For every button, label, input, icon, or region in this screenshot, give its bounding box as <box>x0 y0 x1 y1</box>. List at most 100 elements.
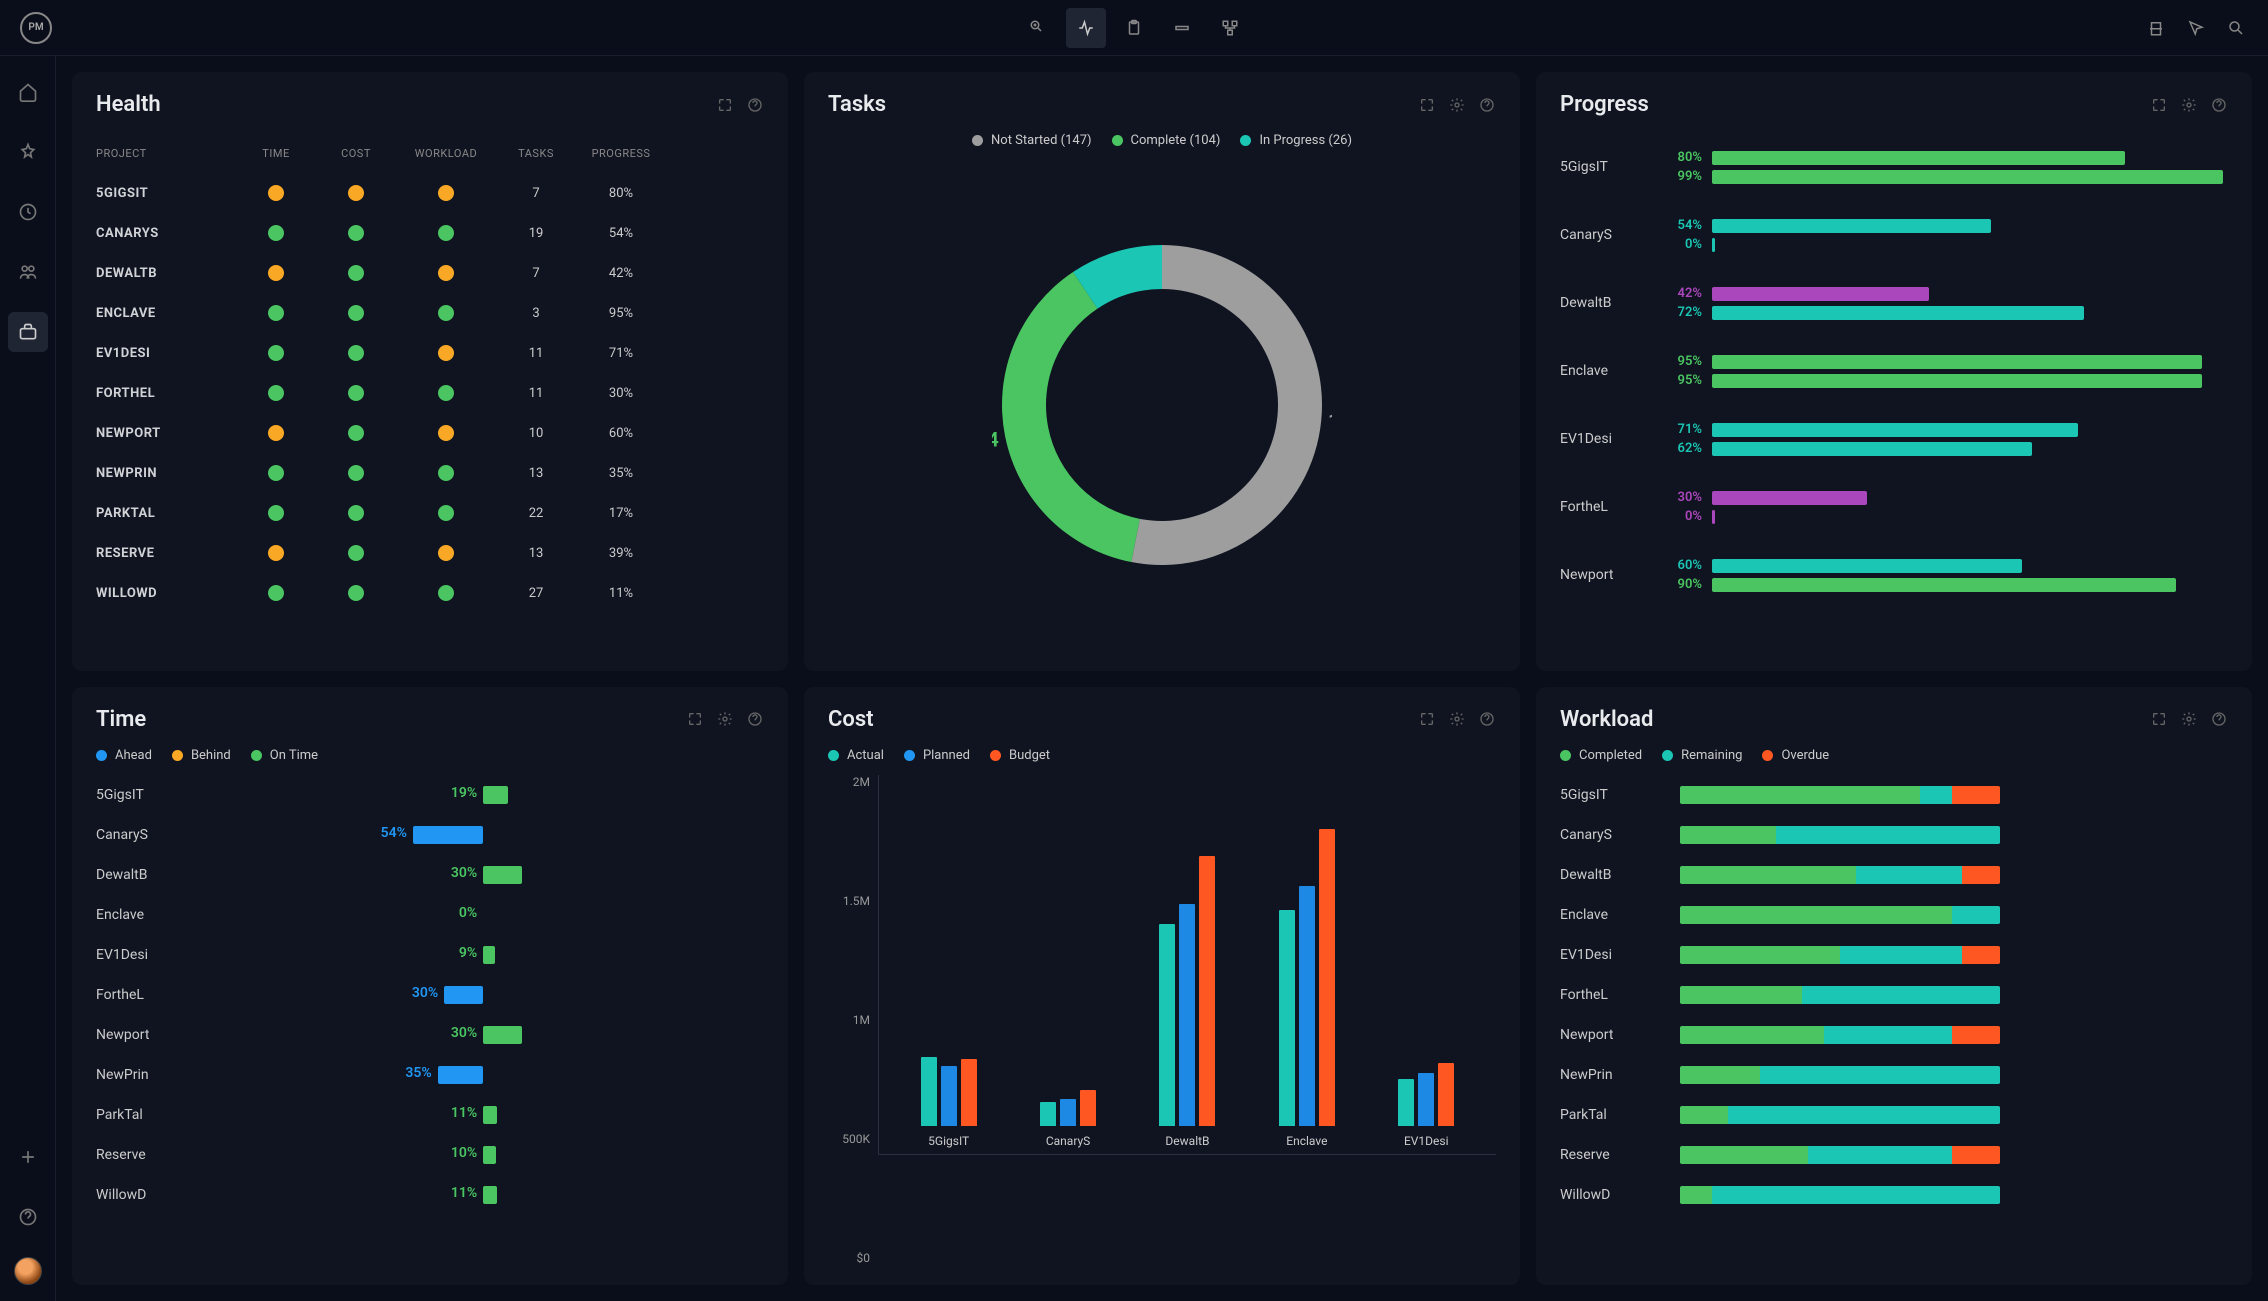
workload-row[interactable]: WillowD <box>1560 1175 2228 1215</box>
time-row[interactable]: 5GigsIT19% <box>96 775 764 815</box>
workload-project-name: Enclave <box>1560 907 1680 923</box>
expand-icon[interactable] <box>716 96 734 114</box>
time-row[interactable]: EV1Desi9% <box>96 935 764 975</box>
search-icon[interactable] <box>2224 16 2248 40</box>
progress-row[interactable]: EV1Desi71%62% <box>1560 405 2228 473</box>
expand-icon[interactable] <box>2150 710 2168 728</box>
time-row[interactable]: ParkTal11% <box>96 1095 764 1135</box>
progress-pct-label: 80% <box>1660 150 1702 165</box>
status-dot <box>438 585 454 601</box>
progress-row[interactable]: FortheL30%0% <box>1560 473 2228 541</box>
health-row[interactable]: DEWALTB742% <box>96 253 764 293</box>
settings-icon[interactable] <box>1448 96 1466 114</box>
expand-icon[interactable] <box>686 710 704 728</box>
progress-row[interactable]: CanaryS54%0% <box>1560 201 2228 269</box>
legend-dot <box>96 750 107 761</box>
view-zoom-icon[interactable] <box>1018 8 1058 48</box>
time-pct-label: 11% <box>451 1185 477 1201</box>
health-row[interactable]: WILLOWD2711% <box>96 573 764 613</box>
sidebar-people-icon[interactable] <box>8 252 48 292</box>
time-row[interactable]: NewPrin35% <box>96 1055 764 1095</box>
health-row[interactable]: EV1DESI1171% <box>96 333 764 373</box>
health-progress-pct: 11% <box>576 586 666 601</box>
health-row[interactable]: ENCLAVE395% <box>96 293 764 333</box>
progress-project-name: 5GigsIT <box>1560 159 1660 175</box>
workload-row[interactable]: DewaltB <box>1560 855 2228 895</box>
health-row[interactable]: FORTHEL1130% <box>96 373 764 413</box>
status-dot <box>348 505 364 521</box>
health-title: Health <box>96 92 161 117</box>
health-row[interactable]: RESERVE1339% <box>96 533 764 573</box>
expand-icon[interactable] <box>2150 96 2168 114</box>
workload-row[interactable]: ParkTal <box>1560 1095 2228 1135</box>
settings-icon[interactable] <box>1448 710 1466 728</box>
progress-project-name: Enclave <box>1560 363 1660 379</box>
health-row[interactable]: CANARYS1954% <box>96 213 764 253</box>
workload-row[interactable]: FortheL <box>1560 975 2228 1015</box>
progress-row[interactable]: Enclave95%95% <box>1560 337 2228 405</box>
workload-row[interactable]: Enclave <box>1560 895 2228 935</box>
status-dot <box>348 585 364 601</box>
health-project-name: PARKTAL <box>96 506 236 521</box>
time-project-name: FortheL <box>96 987 296 1003</box>
expand-icon[interactable] <box>1418 710 1436 728</box>
settings-icon[interactable] <box>716 710 734 728</box>
health-row[interactable]: PARKTAL2217% <box>96 493 764 533</box>
workload-segment <box>1680 986 1802 1004</box>
cost-ytick: 500K <box>828 1132 870 1146</box>
help-icon[interactable] <box>2210 96 2228 114</box>
time-project-name: Newport <box>96 1027 296 1043</box>
status-dot <box>348 305 364 321</box>
user-avatar[interactable] <box>14 1257 42 1285</box>
view-pulse-icon[interactable] <box>1066 8 1106 48</box>
help-icon[interactable] <box>1478 710 1496 728</box>
workload-project-name: FortheL <box>1560 987 1680 1003</box>
time-row[interactable]: Reserve10% <box>96 1135 764 1175</box>
progress-row[interactable]: 5GigsIT80%99% <box>1560 133 2228 201</box>
sidebar-clock-icon[interactable] <box>8 192 48 232</box>
sidebar-activity-icon[interactable] <box>8 132 48 172</box>
workload-row[interactable]: CanaryS <box>1560 815 2228 855</box>
time-row[interactable]: Enclave0% <box>96 895 764 935</box>
view-clipboard-icon[interactable] <box>1114 8 1154 48</box>
workload-row[interactable]: Reserve <box>1560 1135 2228 1175</box>
time-row[interactable]: FortheL30% <box>96 975 764 1015</box>
progress-row[interactable]: DewaltB42%72% <box>1560 269 2228 337</box>
time-row[interactable]: Newport30% <box>96 1015 764 1055</box>
progress-row[interactable]: Newport60%90% <box>1560 541 2228 609</box>
sidebar-help-icon[interactable] <box>8 1197 48 1237</box>
help-icon[interactable] <box>2210 710 2228 728</box>
status-dot <box>438 305 454 321</box>
view-flow-icon[interactable] <box>1210 8 1250 48</box>
sidebar-add-icon[interactable] <box>8 1137 48 1177</box>
time-project-name: EV1Desi <box>96 947 296 963</box>
help-icon[interactable] <box>746 710 764 728</box>
settings-icon[interactable] <box>2180 710 2198 728</box>
time-row[interactable]: CanaryS54% <box>96 815 764 855</box>
view-minus-icon[interactable] <box>1162 8 1202 48</box>
sidebar-home-icon[interactable] <box>8 72 48 112</box>
print-icon[interactable] <box>2144 16 2168 40</box>
cursor-icon[interactable] <box>2184 16 2208 40</box>
progress-pct-label: 42% <box>1660 286 1702 301</box>
workload-row[interactable]: 5GigsIT <box>1560 775 2228 815</box>
settings-icon[interactable] <box>2180 96 2198 114</box>
time-row[interactable]: DewaltB30% <box>96 855 764 895</box>
status-dot <box>268 265 284 281</box>
expand-icon[interactable] <box>1418 96 1436 114</box>
health-progress-pct: 80% <box>576 186 666 201</box>
workload-row[interactable]: EV1Desi <box>1560 935 2228 975</box>
help-icon[interactable] <box>1478 96 1496 114</box>
time-bar <box>413 826 483 844</box>
health-row[interactable]: NEWPORT1060% <box>96 413 764 453</box>
help-icon[interactable] <box>746 96 764 114</box>
workload-row[interactable]: Newport <box>1560 1015 2228 1055</box>
health-row[interactable]: NEWPRIN1335% <box>96 453 764 493</box>
time-row[interactable]: WillowD11% <box>96 1175 764 1215</box>
app-logo[interactable]: PM <box>20 12 52 44</box>
health-row[interactable]: 5GIGSIT780% <box>96 173 764 213</box>
cost-bar <box>921 1057 937 1125</box>
sidebar-briefcase-icon[interactable] <box>8 312 48 352</box>
workload-project-name: NewPrin <box>1560 1067 1680 1083</box>
workload-row[interactable]: NewPrin <box>1560 1055 2228 1095</box>
